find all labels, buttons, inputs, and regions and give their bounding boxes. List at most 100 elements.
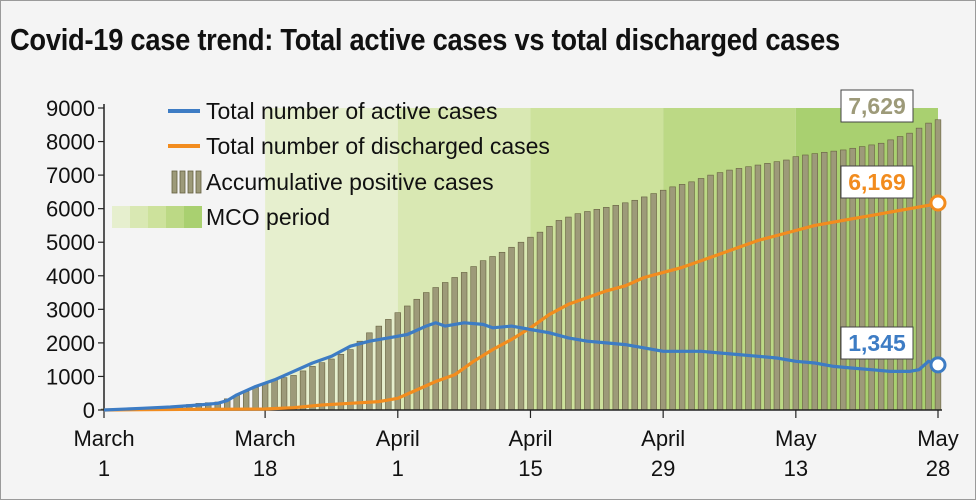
y-tick-label: 5000 xyxy=(46,230,95,255)
active-callout-box xyxy=(840,326,914,360)
cumulative-bar xyxy=(489,256,496,411)
x-tick-label: April 1 xyxy=(376,426,420,481)
cumulative-bar xyxy=(584,211,591,411)
cumulative-bar xyxy=(811,153,818,411)
cumulative-bar xyxy=(498,251,506,411)
cumulative-bar xyxy=(460,272,468,411)
cumulative-bar xyxy=(356,340,364,411)
legend-swatch-cumulative xyxy=(171,170,202,194)
y-tick-label: 3000 xyxy=(46,297,95,322)
legend-label-cumulative: Accumulative positive cases xyxy=(206,169,494,195)
cumulative-bar xyxy=(830,150,837,411)
y-tick-label: 9000 xyxy=(46,96,95,121)
legend-label-discharged: Total number of discharged cases xyxy=(206,133,550,159)
cumulative-bar xyxy=(385,319,392,411)
legend-label-active: Total number of active cases xyxy=(206,98,497,124)
cumulative-bar xyxy=(631,199,638,411)
cumulative-bar xyxy=(593,209,600,411)
cumulative-bar xyxy=(337,353,345,411)
cumulative-callout-label: 7,629 xyxy=(848,93,906,119)
cumulative-bar xyxy=(764,163,771,411)
legend-swatch-mco xyxy=(112,206,202,228)
cumulative-bar xyxy=(527,236,534,411)
x-tick-day: 28 xyxy=(926,456,950,481)
y-tick-label: 4000 xyxy=(46,264,95,289)
active-line xyxy=(103,321,939,412)
active-callout-label: 1,345 xyxy=(848,330,906,356)
cumulative-bar xyxy=(622,202,629,411)
cumulative-bar xyxy=(546,225,553,411)
cumulative-bars xyxy=(100,119,942,411)
x-tick-label: March 1 xyxy=(73,426,134,481)
x-tick-day: 15 xyxy=(518,456,542,481)
active-endpoint xyxy=(929,356,947,374)
cumulative-bar xyxy=(802,154,809,411)
cumulative-bar xyxy=(745,166,752,411)
x-tick-day: 13 xyxy=(784,456,808,481)
cumulative-bar xyxy=(413,298,420,411)
legend-label-mco: MCO period xyxy=(206,204,330,230)
cumulative-bar xyxy=(754,164,762,411)
y-tick-label: 7000 xyxy=(46,163,95,188)
x-tick-month: March xyxy=(73,426,134,451)
x-tick-label: April 29 xyxy=(641,426,685,481)
cumulative-bar xyxy=(318,362,326,411)
cumulative-bar xyxy=(309,366,316,411)
cumulative-bar xyxy=(650,193,657,411)
cumulative-bar xyxy=(688,181,695,411)
cumulative-bar xyxy=(261,383,269,411)
x-tick-label: March 18 xyxy=(235,426,296,481)
x-tick-month: April xyxy=(641,426,685,451)
discharged-callout-label: 6,169 xyxy=(848,169,906,195)
cumulative-bar xyxy=(271,379,278,411)
cumulative-bar xyxy=(716,172,724,411)
cumulative-bar xyxy=(442,282,449,411)
cumulative-bar xyxy=(792,156,800,411)
x-tick-day: 29 xyxy=(651,456,675,481)
cumulative-bar xyxy=(328,358,335,411)
cumulative-bar xyxy=(735,168,743,411)
x-tick-month: May xyxy=(917,426,959,451)
x-tick-day: 18 xyxy=(253,456,277,481)
cumulative-bar xyxy=(366,332,373,411)
cumulative-bar xyxy=(242,391,250,411)
cumulative-bar xyxy=(783,159,790,411)
x-tick-day: 1 xyxy=(98,456,110,481)
y-tick-label: 8000 xyxy=(46,130,95,155)
cumulative-bar xyxy=(707,174,714,411)
cumulative-bar xyxy=(555,220,563,411)
discharged-callout-box xyxy=(840,165,914,199)
cumulative-bar xyxy=(669,186,676,411)
cumulative-callout-box xyxy=(840,89,914,123)
x-tick-month: April xyxy=(376,426,420,451)
cumulative-bar xyxy=(612,205,619,411)
cumulative-bar xyxy=(821,151,828,411)
x-tick-label: May 13 xyxy=(775,426,817,481)
cumulative-bar xyxy=(641,196,648,411)
cumulative-bar xyxy=(603,207,610,411)
y-tick-label: 2000 xyxy=(46,331,95,356)
cumulative-bar xyxy=(726,169,733,411)
cumulative-bar xyxy=(432,287,439,411)
cumulative-bar xyxy=(678,184,686,411)
cumulative-bar xyxy=(252,387,259,411)
cumulative-bar xyxy=(574,213,582,411)
y-tick-label: 6000 xyxy=(46,197,95,222)
legend: Total number of active cases Total numbe… xyxy=(112,98,550,230)
cumulative-bar xyxy=(565,216,572,411)
y-tick-label: 0 xyxy=(83,398,95,423)
discharged-endpoint xyxy=(929,194,947,212)
cumulative-bar xyxy=(280,377,288,411)
chart-title: Covid-19 case trend: Total active cases … xyxy=(10,22,840,57)
cumulative-bar xyxy=(470,266,477,411)
axes: 0 1000 2000 3000 4000 5000 6000 7000 8000 9000 Mar… xyxy=(46,96,959,481)
cumulative-bar xyxy=(299,370,307,411)
x-tick-month: March xyxy=(235,426,296,451)
cumulative-bar xyxy=(347,349,354,411)
x-tick-label: May 28 xyxy=(917,426,959,481)
x-tick-month: April xyxy=(508,426,552,451)
cumulative-bar xyxy=(290,375,297,411)
cumulative-bar xyxy=(479,260,487,411)
cumulative-bar xyxy=(773,161,781,411)
